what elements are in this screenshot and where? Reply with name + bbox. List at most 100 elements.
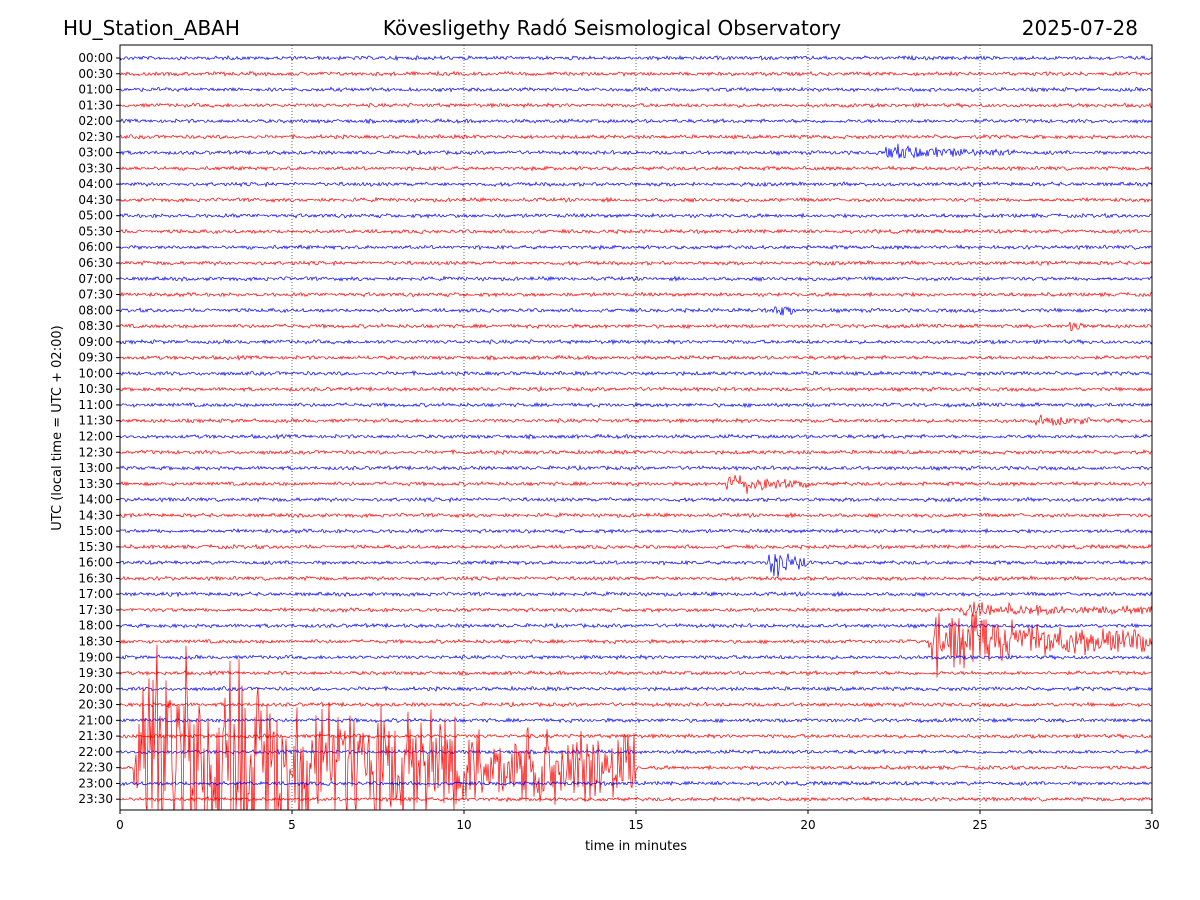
- trace-0430: [120, 196, 1152, 204]
- trace-1630: [120, 575, 1152, 582]
- trace-0930: [120, 354, 1152, 362]
- y-tick-label: 09:00: [78, 335, 113, 349]
- x-tick-label: 10: [456, 818, 471, 832]
- y-tick-label: 07:00: [78, 272, 113, 286]
- x-tick-label: 0: [116, 818, 124, 832]
- y-tick-label: 00:00: [78, 51, 113, 65]
- x-axis-label: time in minutes: [585, 839, 687, 854]
- trace-1200: [120, 433, 1152, 440]
- y-tick-label: 22:30: [78, 761, 113, 775]
- seismic-traces: [120, 54, 1152, 810]
- y-tick-label: 16:30: [78, 571, 113, 585]
- y-tick-label: 14:30: [78, 508, 113, 522]
- trace-2000: [120, 685, 1152, 692]
- trace-2200: [120, 748, 1152, 756]
- y-tick-label: 18:30: [78, 634, 113, 648]
- y-tick-label: 18:00: [78, 619, 113, 633]
- plot-frame: [119, 44, 1153, 811]
- x-tick-label: 25: [972, 818, 987, 832]
- trace-2330: [120, 796, 1152, 803]
- trace-1000: [120, 369, 1152, 377]
- trace-1930: [120, 669, 1152, 677]
- y-tick-label: 11:30: [78, 414, 113, 428]
- y-tick-label: 16:00: [78, 556, 113, 570]
- trace-0030: [120, 70, 1152, 77]
- trace-0100: [120, 86, 1152, 93]
- trace-0800: [120, 306, 1152, 316]
- y-tick-label: 11:00: [78, 398, 113, 412]
- y-tick-label: 02:30: [78, 130, 113, 144]
- trace-2030: [120, 701, 1152, 708]
- trace-1030: [120, 385, 1152, 393]
- y-tick-label: 17:30: [78, 603, 113, 617]
- y-tick-label: 01:00: [78, 83, 113, 97]
- trace-1900: [120, 654, 1152, 661]
- trace-0230: [120, 133, 1152, 140]
- trace-0700: [120, 275, 1152, 283]
- x-tick-labels: 0 5 10 15 20 25 30: [116, 810, 1160, 832]
- trace-0000: [120, 54, 1152, 62]
- trace-1700: [120, 590, 1152, 598]
- y-tick-label: 21:00: [78, 713, 113, 727]
- y-axis-label: UTC (local time = UTC + 02:00): [50, 325, 65, 530]
- x-tick-label: 15: [628, 818, 643, 832]
- y-tick-label: 15:30: [78, 540, 113, 554]
- trace-0300: [120, 143, 1152, 159]
- y-tick-label: 03:30: [78, 161, 113, 175]
- trace-1830: [120, 611, 1152, 678]
- x-tick-label: 5: [288, 818, 296, 832]
- y-tick-label: 05:00: [78, 209, 113, 223]
- record-date: 2025-07-28: [1022, 16, 1138, 40]
- y-tick-label: 13:00: [78, 461, 113, 475]
- y-tick-label: 15:00: [78, 524, 113, 538]
- y-tick-label: 17:00: [78, 587, 113, 601]
- trace-0500: [120, 212, 1152, 219]
- y-tick-label: 12:00: [78, 429, 113, 443]
- grid-lines: [291, 45, 981, 810]
- y-tick-label: 13:30: [78, 477, 113, 491]
- y-tick-label: 00:30: [78, 67, 113, 81]
- trace-2300: [120, 780, 1152, 787]
- y-tick-label: 10:00: [78, 366, 113, 380]
- y-tick-label: 04:30: [78, 193, 113, 207]
- x-tick-label: 20: [800, 818, 815, 832]
- trace-1100: [120, 401, 1152, 409]
- trace-1300: [120, 464, 1152, 472]
- y-tick-label: 19:00: [78, 650, 113, 664]
- trace-0200: [120, 117, 1152, 125]
- y-tick-label: 23:30: [78, 792, 113, 806]
- y-tick-label: 06:00: [78, 240, 113, 254]
- y-tick-label: 19:30: [78, 666, 113, 680]
- x-tick-label: 30: [1144, 818, 1159, 832]
- y-tick-label: 08:00: [78, 303, 113, 317]
- trace-2130: [120, 733, 1152, 740]
- y-tick-label: 04:00: [78, 177, 113, 191]
- trace-1530: [120, 543, 1152, 550]
- y-tick-label: 01:30: [78, 98, 113, 112]
- trace-1230: [120, 448, 1152, 456]
- trace-0900: [120, 338, 1152, 346]
- trace-2230: [120, 644, 1152, 810]
- trace-1330: [120, 475, 1152, 494]
- trace-0400: [120, 180, 1152, 188]
- y-tick-label: 06:30: [78, 256, 113, 270]
- trace-1500: [120, 527, 1152, 535]
- trace-0600: [120, 244, 1152, 251]
- trace-0130: [120, 102, 1152, 109]
- y-tick-label: 10:30: [78, 382, 113, 396]
- trace-0830: [120, 321, 1152, 331]
- y-tick-label: 12:30: [78, 445, 113, 459]
- y-tick-label: 02:00: [78, 114, 113, 128]
- station-name: HU_Station_ABAH: [63, 16, 240, 40]
- y-tick-label: 23:00: [78, 776, 113, 790]
- y-tick-label: 03:00: [78, 146, 113, 160]
- trace-1430: [120, 511, 1152, 519]
- y-tick-label: 22:00: [78, 745, 113, 759]
- trace-0530: [120, 228, 1152, 235]
- y-tick-label: 09:30: [78, 351, 113, 365]
- trace-1800: [120, 622, 1152, 629]
- trace-1600: [120, 553, 1152, 578]
- y-tick-label: 21:30: [78, 729, 113, 743]
